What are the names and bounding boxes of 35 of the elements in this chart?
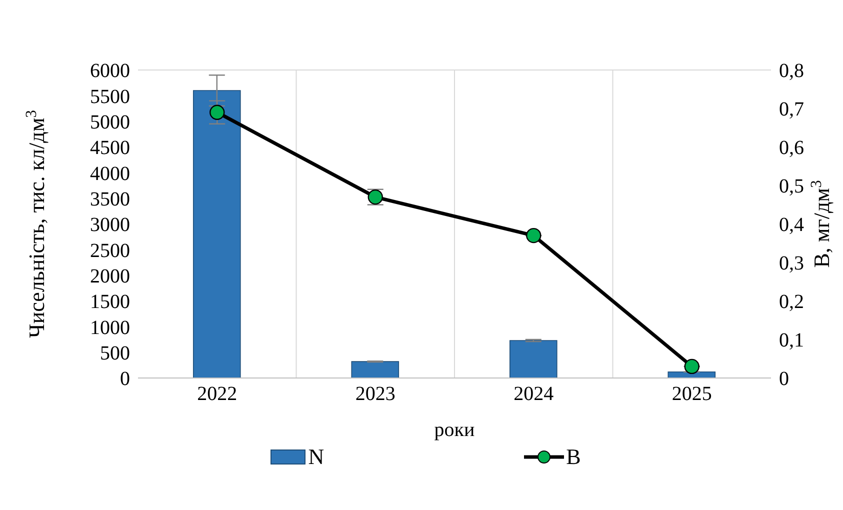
y2-tick-label: 0,5 — [779, 176, 804, 198]
y2-tick-label: 0,4 — [779, 214, 804, 236]
y-tick-label: 1500 — [90, 291, 130, 314]
point — [210, 104, 225, 120]
y2-tick-label: 0,6 — [779, 137, 804, 160]
y2-tick-label: 0 — [779, 368, 789, 390]
x-tick-label: 2024 — [514, 383, 554, 406]
x-tick-label: 2023 — [355, 383, 396, 406]
bar — [192, 90, 241, 378]
y-tick-label: 5500 — [90, 86, 130, 108]
point — [526, 228, 542, 244]
point — [684, 358, 700, 374]
bar — [509, 340, 558, 378]
bar — [351, 361, 400, 378]
y-tick-label: 4000 — [90, 162, 130, 185]
y2-tick-label: 0,2 — [779, 291, 804, 314]
y-tick-label: 6000 — [90, 60, 130, 82]
x-axis-title: роки — [434, 419, 476, 441]
x-tick-label: 2022 — [197, 383, 238, 406]
y-tick-label: 0 — [120, 368, 130, 390]
x-tick-label: 2025 — [672, 383, 712, 406]
y-tick-label: 3500 — [90, 188, 130, 210]
y-tick-label: 1000 — [90, 316, 130, 339]
y-tick-label: 5000 — [90, 111, 130, 134]
y2-tick-label: 0,3 — [779, 252, 804, 275]
y-tick-label: 2500 — [90, 240, 130, 262]
legend-label: N — [308, 444, 324, 470]
y-tick-label: 2000 — [90, 265, 130, 288]
y-tick-label: 3000 — [90, 214, 130, 236]
y2-tick-label: 0,1 — [779, 330, 804, 352]
legend-label: В — [566, 444, 581, 470]
y2-tick-label: 0,8 — [779, 60, 804, 82]
y-tick-label: 500 — [100, 342, 130, 364]
y2-tick-label: 0,7 — [779, 98, 804, 121]
y-tick-label: 4500 — [90, 137, 130, 160]
